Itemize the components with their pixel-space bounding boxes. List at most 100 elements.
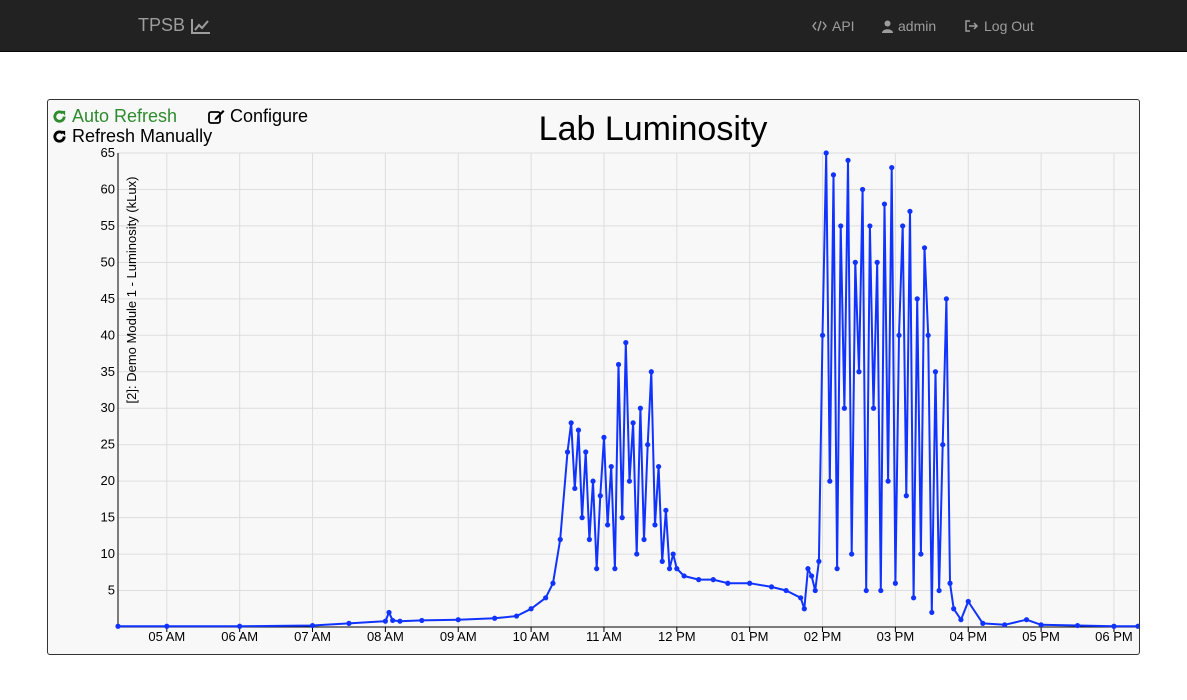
edit-icon <box>208 110 225 124</box>
nav-user-link[interactable]: admin <box>882 18 936 34</box>
data-point <box>900 223 906 229</box>
data-point <box>648 369 654 375</box>
data-point <box>590 478 596 484</box>
data-point <box>1023 617 1030 623</box>
data-point <box>550 580 556 586</box>
code-icon <box>812 20 827 32</box>
data-point <box>601 434 607 440</box>
data-point <box>543 595 549 601</box>
refresh-icon <box>53 130 66 143</box>
x-tick-label: 11 AM <box>586 629 622 644</box>
data-point <box>513 613 520 619</box>
data-point <box>841 405 847 411</box>
data-point <box>896 332 902 338</box>
auto-refresh-label: Auto Refresh <box>72 106 178 126</box>
data-point <box>823 150 829 156</box>
refresh-manually-button[interactable]: Refresh Manually <box>52 126 212 147</box>
data-point <box>914 296 920 302</box>
y-tick-label: 50 <box>101 254 115 269</box>
data-point <box>885 478 891 484</box>
line-chart-icon <box>191 18 211 34</box>
brand-name: TPSB <box>138 15 186 35</box>
data-point <box>951 606 957 612</box>
data-point <box>670 551 676 557</box>
data-point <box>925 332 931 338</box>
chart-panel: 5 10 15 20 25 30 35 40 45 50 55 60 65 05 AM 06 AM 07 AM… <box>47 99 1140 655</box>
data-point <box>805 566 811 572</box>
data-point <box>164 623 170 629</box>
top-navbar: TPSB API admin Log Out <box>0 0 1187 52</box>
y-tick-label: 25 <box>101 437 115 452</box>
data-point <box>710 577 716 583</box>
data-point <box>889 164 895 171</box>
nav-api-label: API <box>832 18 855 34</box>
data-point <box>819 332 826 338</box>
data-point <box>386 609 392 616</box>
configure-button[interactable]: Configure <box>208 106 308 127</box>
sign-out-icon <box>965 20 979 32</box>
x-tick-label: 01 PM <box>731 629 769 644</box>
data-point <box>597 493 603 499</box>
data-point <box>626 478 633 484</box>
y-axis-label: [2]: Demo Module 1 - Luminosity (kLux) <box>124 177 139 404</box>
data-point <box>918 551 924 557</box>
data-point <box>980 620 986 626</box>
auto-refresh-button[interactable]: Auto Refresh <box>52 106 177 127</box>
data-point <box>634 551 640 557</box>
data-point <box>798 595 804 601</box>
data-point <box>852 259 858 265</box>
data-point <box>528 606 534 612</box>
data-point <box>911 595 917 601</box>
data-point <box>809 573 815 579</box>
data-point <box>630 420 636 426</box>
data-point <box>645 442 651 448</box>
data-point <box>583 449 589 455</box>
nav-user-label: admin <box>898 18 937 34</box>
data-point <box>390 617 396 624</box>
data-point <box>1074 622 1081 629</box>
data-point <box>656 463 662 470</box>
nav-api-link[interactable]: API <box>812 18 855 34</box>
data-point <box>397 618 403 624</box>
data-point <box>608 463 614 470</box>
data-point <box>666 566 673 572</box>
data-point <box>681 573 687 579</box>
nav-logout-link[interactable]: Log Out <box>965 18 1034 34</box>
data-point <box>892 580 898 586</box>
data-point <box>849 551 855 557</box>
data-point <box>932 369 939 375</box>
brand-link[interactable]: TPSB <box>138 15 211 36</box>
data-point <box>903 493 909 499</box>
data-point <box>947 580 953 586</box>
data-point <box>881 201 888 207</box>
x-tick-label: 08 AM <box>367 629 404 644</box>
data-point <box>801 606 807 612</box>
data-point <box>936 587 942 594</box>
data-point <box>870 405 877 411</box>
y-tick-label: 45 <box>101 291 115 306</box>
data-point <box>641 536 647 543</box>
y-tick-label: 10 <box>101 546 115 561</box>
data-point <box>856 369 862 375</box>
data-point <box>845 157 851 163</box>
y-tick-label: 55 <box>101 218 115 233</box>
refresh-manually-label: Refresh Manually <box>72 126 213 146</box>
data-point <box>860 186 866 193</box>
data-point <box>943 296 949 302</box>
data-point <box>619 515 625 521</box>
x-tick-label: 07 AM <box>294 629 331 644</box>
y-tick-label: 5 <box>108 583 115 598</box>
data-point <box>747 580 753 586</box>
data-point <box>1111 623 1117 629</box>
data-point <box>346 620 352 626</box>
data-point <box>455 617 461 623</box>
data-point <box>1002 622 1008 628</box>
data-point <box>940 442 946 448</box>
data-point <box>652 522 658 528</box>
nav-logout-label: Log Out <box>984 18 1034 34</box>
data-point <box>907 208 913 214</box>
data-point <box>612 566 618 572</box>
data-point <box>382 618 388 624</box>
data-point <box>309 622 316 629</box>
y-tick-label: 35 <box>101 364 115 379</box>
